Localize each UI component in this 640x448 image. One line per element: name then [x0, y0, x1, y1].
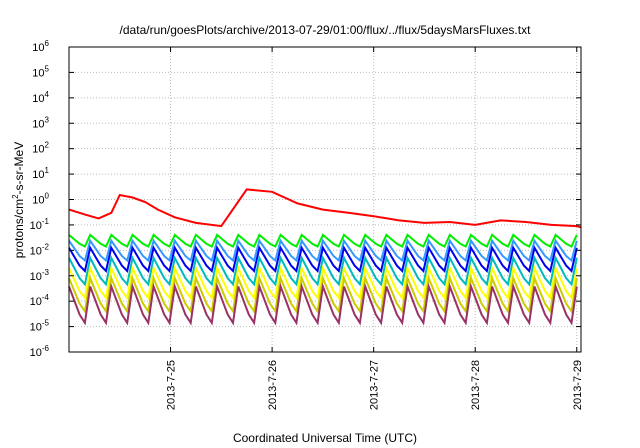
- series-line-4: [68, 254, 578, 287]
- x-axis-ticks: 2013-7-25 2013-7-26 2013-7-27 2013-7-28 2013…: [166, 47, 584, 410]
- y-axis-label-part1: protons/cm: [12, 199, 26, 258]
- series-line-red: [68, 188, 582, 229]
- series-line-6: [68, 274, 578, 314]
- y-tick-label: 10-2: [30, 242, 50, 257]
- y-tick-base: 10: [32, 169, 44, 181]
- y-tick-label: 10-1: [30, 217, 50, 232]
- x-axis-label: Coordinated Universal Time (UTC): [233, 431, 417, 445]
- y-tick-label: 103: [32, 115, 49, 130]
- y-tick-label: 10-6: [30, 344, 50, 359]
- chart-title: /data/run/goesPlots/archive/2013-07-29/0…: [120, 23, 532, 37]
- y-tick-base: 10: [32, 144, 44, 156]
- y-tick-base: 10: [32, 93, 44, 105]
- x-tick-label: 2013-7-28: [470, 360, 482, 410]
- y-tick-label: 106: [32, 39, 49, 54]
- y-tick-exponent: 4: [45, 90, 50, 99]
- x-tick-label: 2013-7-29: [572, 360, 584, 410]
- y-tick-base: 10: [30, 347, 42, 359]
- y-axis-label: protons/cm2-s-sr-MeV: [11, 142, 26, 258]
- y-tick-label: 102: [32, 141, 49, 156]
- series-line-5: [68, 264, 578, 301]
- x-tick-label: 2013-7-26: [267, 360, 279, 410]
- y-tick-exponent: -1: [42, 217, 50, 226]
- y-tick-exponent: -2: [42, 242, 50, 251]
- y-tick-base: 10: [30, 245, 42, 257]
- y-tick-label: 105: [32, 64, 49, 79]
- y-tick-exponent: 5: [45, 64, 50, 73]
- y-tick-label: 104: [32, 90, 49, 105]
- y-tick-exponent: 6: [45, 39, 50, 48]
- y-tick-label: 10-4: [30, 293, 50, 308]
- y-tick-exponent: 3: [45, 115, 50, 124]
- x-tick-label: 2013-7-25: [166, 360, 178, 410]
- y-tick-exponent: -6: [42, 344, 50, 353]
- y-tick-label: 10-3: [30, 268, 50, 283]
- y-axis-label-sup: 2: [11, 194, 20, 199]
- y-tick-base: 10: [32, 195, 44, 207]
- y-tick-label: 100: [32, 192, 49, 207]
- y-tick-base: 10: [32, 42, 44, 54]
- y-tick-exponent: 0: [45, 192, 50, 201]
- y-tick-exponent: -3: [42, 268, 50, 277]
- y-axis-label-part2: -s-sr-MeV: [12, 142, 26, 195]
- y-tick-exponent: -5: [42, 319, 50, 328]
- y-tick-base: 10: [30, 271, 42, 283]
- y-tick-exponent: -4: [42, 293, 50, 302]
- y-tick-label: 101: [32, 166, 49, 181]
- y-tick-base: 10: [30, 296, 42, 308]
- y-axis-ticks: 10-610-510-410-310-210-11001011021031041…: [30, 39, 581, 359]
- y-tick-exponent: 2: [45, 141, 50, 150]
- y-tick-label: 10-5: [30, 319, 50, 334]
- x-tick-label: 2013-7-27: [369, 360, 381, 410]
- series-line-1: [68, 233, 578, 248]
- y-tick-base: 10: [32, 118, 44, 130]
- y-tick-base: 10: [30, 322, 42, 334]
- series-line-3: [68, 245, 578, 274]
- y-tick-base: 10: [32, 67, 44, 79]
- series-line-7: [68, 282, 578, 326]
- series-line-2: [68, 238, 578, 263]
- y-tick-base: 10: [30, 220, 42, 232]
- y-tick-exponent: 1: [45, 166, 50, 175]
- series-group: [68, 188, 582, 326]
